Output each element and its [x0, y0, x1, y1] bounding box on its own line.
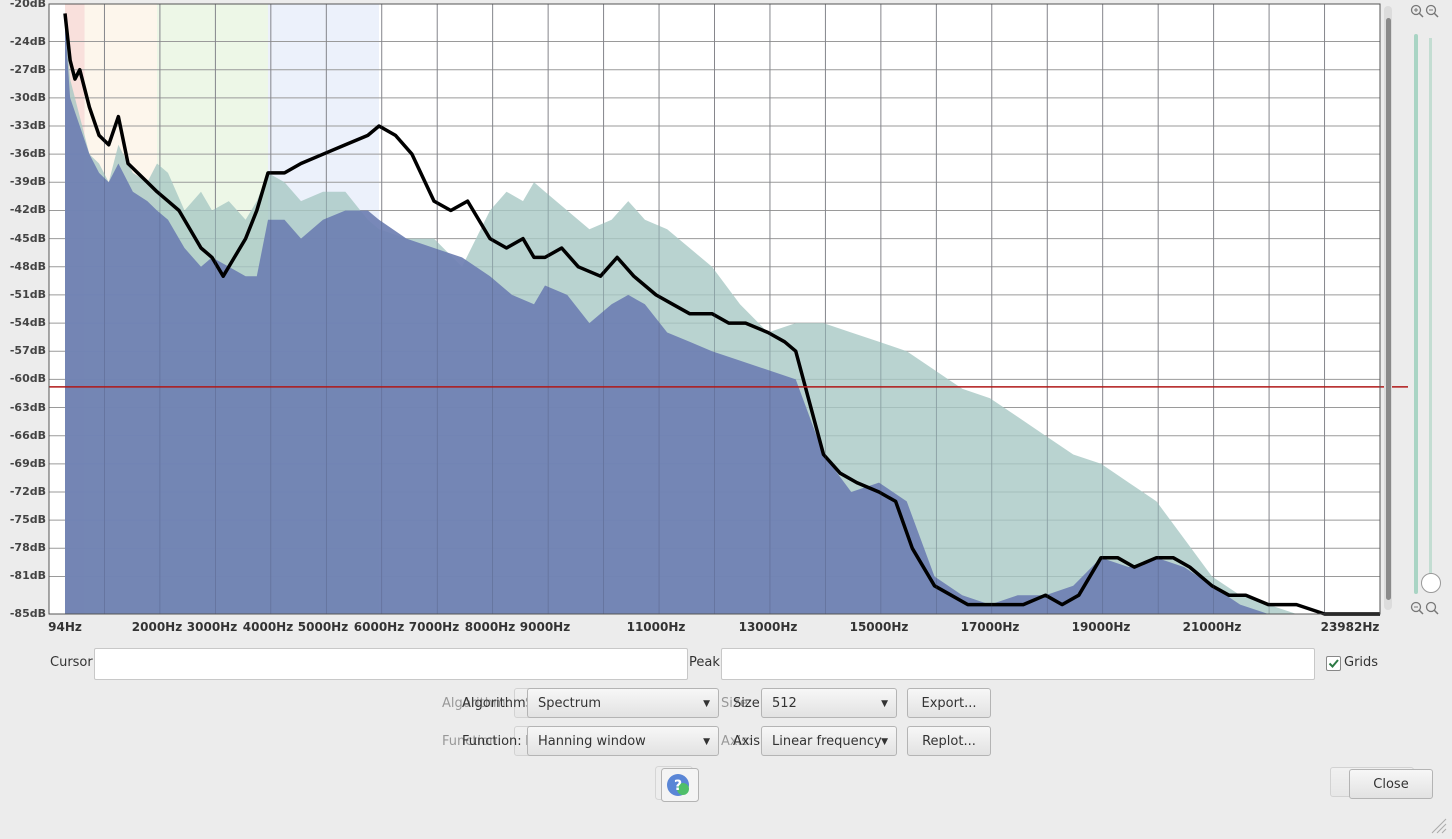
zoom-reset-icon[interactable] — [1425, 601, 1439, 615]
resize-grip-icon[interactable] — [1428, 815, 1448, 835]
chevron-down-icon: ▼ — [881, 699, 888, 709]
y-tick-label: -39dB — [9, 175, 46, 189]
x-tick-label: 4000Hz — [242, 620, 294, 634]
spectrum-chart[interactable] — [0, 0, 1452, 640]
y-tick-label: -63dB — [9, 400, 46, 414]
x-tick-label: 15000Hz — [849, 620, 909, 634]
algorithm-value: Spectrum — [538, 696, 601, 711]
plot-border — [48, 3, 1381, 615]
y-tick-label: -42dB — [9, 203, 46, 217]
y-tick-label: -69dB — [9, 456, 46, 470]
y-tick-label: -78dB — [9, 541, 46, 555]
x-tick-label: 19000Hz — [1071, 620, 1131, 634]
x-tick-label: 11000Hz — [626, 620, 686, 634]
peak-field[interactable] — [721, 648, 1315, 680]
x-tick-label: 8000Hz — [464, 620, 516, 634]
y-tick-label: -81dB — [9, 569, 46, 583]
x-tick-label: 9000Hz — [519, 620, 571, 634]
zoom-slider-track — [1429, 38, 1432, 588]
axis-select[interactable]: Linear frequency ▼ — [761, 726, 897, 756]
algorithm-label-ghost: Algorithm: — [442, 696, 511, 711]
svg-text:?: ? — [674, 778, 682, 794]
y-tick-label: -66dB — [9, 428, 46, 442]
size-select[interactable]: 512 ▼ — [761, 688, 897, 718]
spectrum-line — [63, 13, 1380, 616]
x-tick-label: 5000Hz — [297, 620, 349, 634]
peak-label: Peak: — [689, 655, 725, 670]
chevron-down-icon: ▼ — [881, 737, 888, 747]
chevron-down-icon: ▼ — [703, 737, 710, 747]
size-label: Size: — [733, 696, 765, 711]
zoom-slider[interactable] — [1414, 34, 1418, 594]
x-tick-label: 23982Hz — [1320, 620, 1380, 634]
y-tick-label: -85dB — [9, 607, 46, 620]
chevron-down-icon: ▼ — [703, 699, 710, 709]
function-label: Function: — [462, 734, 522, 749]
checkmark-icon — [1328, 659, 1339, 668]
x-tick-label: 3000Hz — [186, 620, 238, 634]
x-tick-label: 17000Hz — [960, 620, 1020, 634]
x-tick-label: 6000Hz — [353, 620, 405, 634]
function-value: Hanning window — [538, 734, 646, 749]
y-tick-label: -24dB — [9, 34, 46, 48]
zoom-fit-icon[interactable] — [1425, 4, 1439, 18]
spectrum-plot[interactable]: -20dB -24dB -27dB -30dB -33dB -36dB -39dB -42dB… — [0, 0, 1452, 640]
size-value: 512 — [772, 696, 797, 711]
x-tick-label: 21000Hz — [1182, 620, 1242, 634]
function-select[interactable]: Hanning window ▼ — [527, 726, 719, 756]
function-label-ghost: Function: — [442, 734, 502, 749]
y-tick-label: -33dB — [9, 119, 46, 132]
y-tick-label: -45dB — [9, 231, 46, 245]
axis-label-ghost: Axis: — [721, 734, 753, 749]
help-icon[interactable]: ? — [661, 768, 699, 802]
y-tick-label: -51dB — [9, 287, 46, 301]
y-tick-label: -30dB — [9, 90, 46, 104]
algorithm-select[interactable]: Spectrum ▼ — [527, 688, 719, 718]
replot-button[interactable]: Replot... — [907, 726, 991, 756]
zoom-slider-handle[interactable] — [1421, 573, 1441, 593]
y-tick-label: -54dB — [9, 316, 46, 330]
x-tick-label: 7000Hz — [408, 620, 460, 634]
cursor-label: Cursor: — [50, 655, 97, 670]
grids-label: Grids — [1344, 655, 1379, 670]
zoom-out-icon[interactable] — [1410, 601, 1424, 615]
grids-checkbox[interactable] — [1326, 656, 1341, 671]
size-label-ghost: Size: — [721, 696, 753, 711]
vertical-scrollbar-thumb[interactable] — [1386, 18, 1391, 600]
x-tick-label: 13000Hz — [738, 620, 798, 634]
algorithm-label: Algorithm: — [462, 696, 531, 711]
axis-value: Linear frequency — [772, 734, 882, 749]
x-tick-label: 2000Hz — [131, 620, 183, 634]
close-button[interactable]: Close — [1349, 769, 1433, 799]
zoom-in-icon[interactable] — [1410, 4, 1424, 18]
spectrum-area-1 — [65, 22, 1380, 615]
y-tick-label: -75dB — [9, 513, 46, 527]
x-tick-label: 94Hz — [48, 620, 82, 634]
axis-label: Axis: — [733, 734, 765, 749]
y-tick-label: -60dB — [9, 372, 46, 386]
y-tick-label: -36dB — [9, 147, 46, 161]
y-tick-label: -48dB — [9, 259, 46, 273]
y-tick-label: -57dB — [9, 344, 46, 358]
y-tick-label: -20dB — [9, 0, 46, 10]
y-tick-label: -72dB — [9, 485, 46, 498]
y-tick-label: -27dB — [9, 62, 46, 76]
export-button[interactable]: Export... — [907, 688, 991, 718]
cursor-field[interactable] — [94, 648, 688, 680]
